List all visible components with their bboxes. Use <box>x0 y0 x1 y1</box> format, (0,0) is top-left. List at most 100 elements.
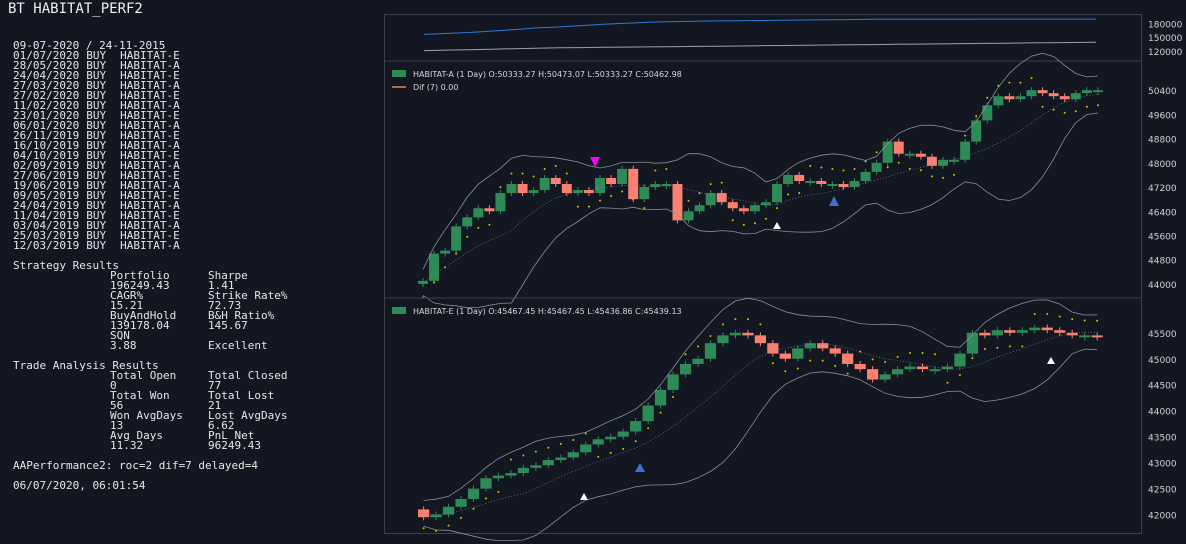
psar-dot <box>499 186 502 189</box>
candle <box>993 96 1004 106</box>
candle <box>717 335 729 344</box>
trade-row: 11/02/2020 BUY HABITAT-A <box>13 99 383 112</box>
candle <box>550 177 561 185</box>
result-cell: Total Won <box>110 389 170 402</box>
y-tick-label: 45500 <box>1148 330 1177 340</box>
result-cell: Avg Days <box>110 429 163 442</box>
psar-dot <box>497 490 500 493</box>
result-cell: CAGR% <box>110 289 144 302</box>
trade-side: BUY <box>86 239 107 252</box>
candle <box>639 187 650 200</box>
trade-date: 23/01/2020 <box>13 109 80 122</box>
trade-date: 06/01/2020 <box>13 119 80 132</box>
candle <box>729 332 742 336</box>
strategy-heading: Strategy Results <box>13 259 119 272</box>
result-cell: 3.88 <box>110 339 137 352</box>
result-cell: 56 <box>110 399 124 412</box>
trade-side: BUY <box>86 209 107 222</box>
trade-date: 24/04/2020 <box>13 69 80 82</box>
candle <box>705 193 716 206</box>
candle <box>1004 96 1015 100</box>
trade-side: BUY <box>86 199 107 212</box>
result-row: Total Open Total Closed <box>13 370 383 381</box>
candle <box>794 174 805 181</box>
psar-dot <box>597 455 600 458</box>
candle <box>505 473 517 476</box>
psar-dot <box>746 318 749 321</box>
psar-dot <box>435 529 438 532</box>
buy-marker <box>580 493 588 500</box>
psar-dot <box>908 167 911 170</box>
candle <box>495 193 506 212</box>
trade-asset: HABITAT-E <box>120 149 180 162</box>
result-cell: 77 <box>208 379 222 392</box>
psar-dot <box>983 347 986 350</box>
result-row: 13 6.62 <box>13 419 383 432</box>
candle <box>1054 330 1066 333</box>
psar-dot <box>721 323 724 326</box>
bollinger-lower <box>422 112 1098 309</box>
psar-dot <box>884 361 887 364</box>
psar-dot <box>953 173 956 176</box>
psar-dot <box>647 427 650 430</box>
candle <box>567 452 579 458</box>
candle <box>971 120 982 142</box>
psar-dot <box>572 438 575 441</box>
psar-dot <box>534 450 537 453</box>
psar-dot <box>742 223 745 226</box>
y-tick-label: 44500 <box>1148 382 1177 392</box>
psar-dot <box>472 507 475 510</box>
trade-row: 25/03/2019 BUY HABITAT-E <box>13 230 383 241</box>
psar-dot <box>1021 345 1024 348</box>
psar-dot <box>433 281 436 284</box>
candle <box>1079 335 1091 338</box>
y-tick-label: 45000 <box>1148 356 1177 366</box>
candle <box>882 141 893 163</box>
trade-asset: HABITAT-A <box>120 159 180 172</box>
series-line <box>423 18 1096 35</box>
psar-dot <box>734 318 737 321</box>
candle <box>462 217 473 227</box>
result-row: Portfolio Sharpe <box>13 270 383 281</box>
buy-marker <box>1047 357 1055 364</box>
psar-dot <box>996 346 999 349</box>
trade-side: BUY <box>86 49 107 62</box>
psar-dot <box>698 192 701 195</box>
bollinger-upper <box>423 297 1098 501</box>
candle <box>617 431 629 437</box>
candle <box>572 190 583 194</box>
trade-asset: HABITAT-A <box>120 219 180 232</box>
result-cell: SQN <box>110 329 130 342</box>
result-row: Won AvgDays Lost AvgDays <box>13 410 383 421</box>
result-row: CAGR% Strike Rate% <box>13 289 383 302</box>
candle <box>692 358 704 364</box>
trade-row: 12/03/2019 BUY HABITAT-A <box>13 239 383 252</box>
result-cell: 13 <box>110 419 124 432</box>
result-cell: PnL Net <box>208 429 255 442</box>
candle <box>605 436 617 440</box>
trade-side: BUY <box>86 139 107 152</box>
candle <box>530 465 542 468</box>
candle <box>979 332 991 336</box>
psar-dot <box>720 181 723 184</box>
candle <box>1066 332 1078 336</box>
trade-side: BUY <box>86 159 107 172</box>
y-tick-label: 150000 <box>1148 34 1183 44</box>
candle <box>991 330 1003 336</box>
candle <box>1081 90 1092 94</box>
y-tick-label: 44800 <box>1148 257 1177 267</box>
candle <box>954 353 966 367</box>
trade-date: 11/02/2020 <box>13 99 80 112</box>
result-cell: 145.67 <box>208 319 248 332</box>
strategy-table: Portfolio Sharpe 196249.43 1.41 CAGR% Strike … <box>13 270 383 352</box>
y-tick-label: 48000 <box>1148 160 1177 170</box>
psar-dot <box>871 358 874 361</box>
trade-side: BUY <box>86 59 107 72</box>
psar-dot <box>820 166 823 169</box>
candle <box>817 343 829 349</box>
candle <box>783 174 794 185</box>
sell-marker <box>590 157 600 167</box>
result-cell: 15.21 <box>110 299 144 312</box>
candle <box>854 363 866 370</box>
